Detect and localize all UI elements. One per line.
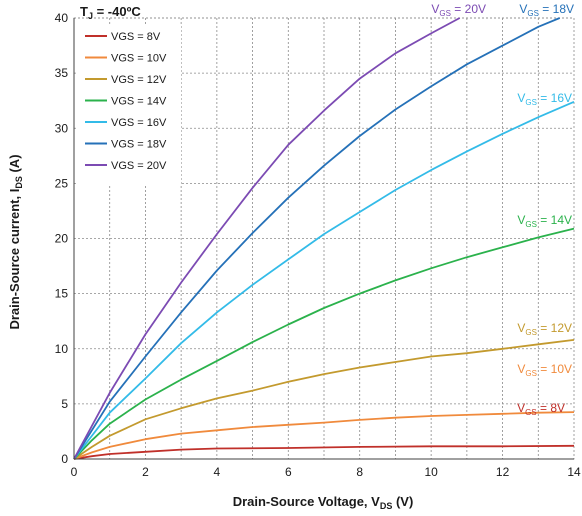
series-annotation: VGS = 12V [517,321,572,337]
y-tick-label: 5 [61,397,68,411]
svg-text:TJ = -40ºC: TJ = -40ºC [80,4,141,21]
tick-labels: 0 2 4 6 8 10 12 14 0 5 10 15 20 25 30 35 40 [55,11,581,479]
legend: VGS = 8V VGS = 10V VGS = 12V VGS = 14V VGS =… [77,25,181,185]
x-tick-label: 2 [142,465,149,479]
y-tick-label: 25 [55,176,69,190]
series-line-6 [73,17,461,460]
grid-lines [73,17,575,460]
x-tick-label: 8 [356,465,363,479]
series-annotation: VGS = 14V [517,213,572,229]
series-line-4 [73,100,575,460]
svg-text:Drain-Source Voltage, VDS (V): Drain-Source Voltage, VDS (V) [233,494,414,511]
legend-label: VGS = 14V [111,96,167,108]
series-annotation: VGS = 18V [519,2,574,18]
axes [73,18,574,460]
x-tick-label: 14 [567,465,581,479]
series-annotation: VGS = 20V [431,2,486,18]
series-annotation: VGS = 10V [517,362,572,378]
x-tick-label: 0 [71,465,78,479]
legend-label: VGS = 20V [111,160,167,172]
y-tick-label: 40 [55,11,69,25]
series-annotations: VGS = 8V VGS = 10V VGS = 12V VGS = 14V VGS =… [431,2,574,417]
legend-label: VGS = 18V [111,139,167,151]
svg-text:Drain-Source current, IDS (A): Drain-Source current, IDS (A) [7,154,24,329]
series-annotation: VGS = 8V [517,401,565,417]
x-tick-label: 6 [285,465,292,479]
y-axis-title: Drain-Source current, IDS (A) [7,154,24,329]
series-layer [73,17,575,460]
y-tick-label: 0 [61,452,68,466]
legend-label: VGS = 12V [111,74,167,86]
y-tick-label: 30 [55,121,69,135]
legend-box [77,25,181,185]
y-tick-label: 35 [55,66,69,80]
series-line-0 [73,444,575,460]
x-tick-label: 4 [214,465,221,479]
legend-label: VGS = 8V [111,31,161,43]
x-tick-label: 10 [424,465,438,479]
series-annotation: VGS = 16V [517,91,572,107]
legend-label: VGS = 16V [111,117,167,129]
x-axis-title: Drain-Source Voltage, VDS (V) [233,494,414,511]
temperature-label: TJ = -40ºC [80,4,141,21]
x-tick-label: 12 [496,465,510,479]
series-line-5 [73,17,561,460]
series-line-2 [73,339,575,460]
y-tick-label: 10 [55,342,69,356]
y-tick-label: 15 [55,287,69,301]
legend-label: VGS = 10V [111,53,167,65]
series-line-1 [73,411,575,460]
y-tick-label: 20 [55,232,69,246]
series-line-3 [73,227,575,460]
